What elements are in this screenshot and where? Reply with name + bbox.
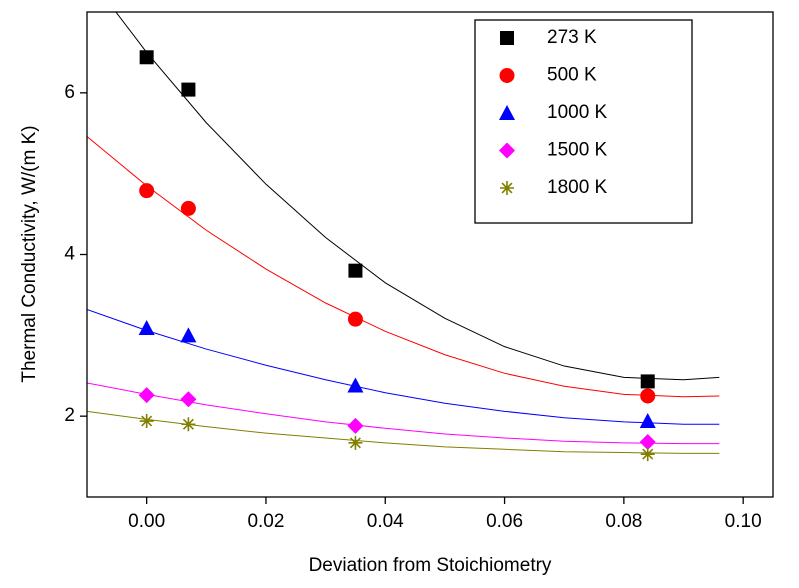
marker [348,435,363,450]
x-tick-label: 0.00 [128,511,165,532]
marker [139,50,154,65]
legend-label: 1800 K [547,177,608,198]
y-tick-label: 4 [64,244,75,265]
x-tick-label: 0.08 [605,511,642,532]
legend-marker [499,142,515,159]
legend-marker [499,105,515,120]
x-axis-label: Deviation from Stoichiometry [309,555,552,576]
marker [139,183,155,199]
marker [640,374,655,389]
y-tick-label: 2 [64,405,75,426]
marker [181,417,196,432]
marker [181,82,196,97]
legend-label: 1000 K [547,102,608,123]
legend-marker [500,181,514,195]
legend-label: 273 K [547,27,597,48]
fit-curve [87,136,720,398]
fit-curve [115,12,720,381]
legend-marker [499,68,515,83]
marker [138,387,155,404]
marker [347,417,364,434]
marker [347,377,364,393]
legend-label: 1500 K [547,140,608,161]
legend-label: 500 K [547,65,597,86]
marker [640,388,656,404]
x-tick-label: 0.06 [486,511,523,532]
marker [348,263,363,278]
fit-curve [87,410,720,454]
marker [180,200,196,216]
x-tick-label: 0.02 [247,511,284,532]
marker [180,391,197,408]
fit-curve [87,382,720,445]
legend-marker [500,31,514,45]
y-tick-label: 6 [64,82,75,103]
marker [138,320,155,336]
marker [639,434,656,451]
marker [139,414,154,429]
fit-curve [87,308,720,425]
y-axis-label: Thermal Conductivity, W/(m K) [19,125,40,382]
x-tick-label: 0.04 [367,511,404,532]
fit-curves [87,12,720,454]
marker [180,327,197,343]
x-tick-label: 0.10 [725,511,762,532]
marker [347,311,363,327]
marker [639,413,656,429]
legend-box [474,19,693,224]
marker [640,447,655,462]
